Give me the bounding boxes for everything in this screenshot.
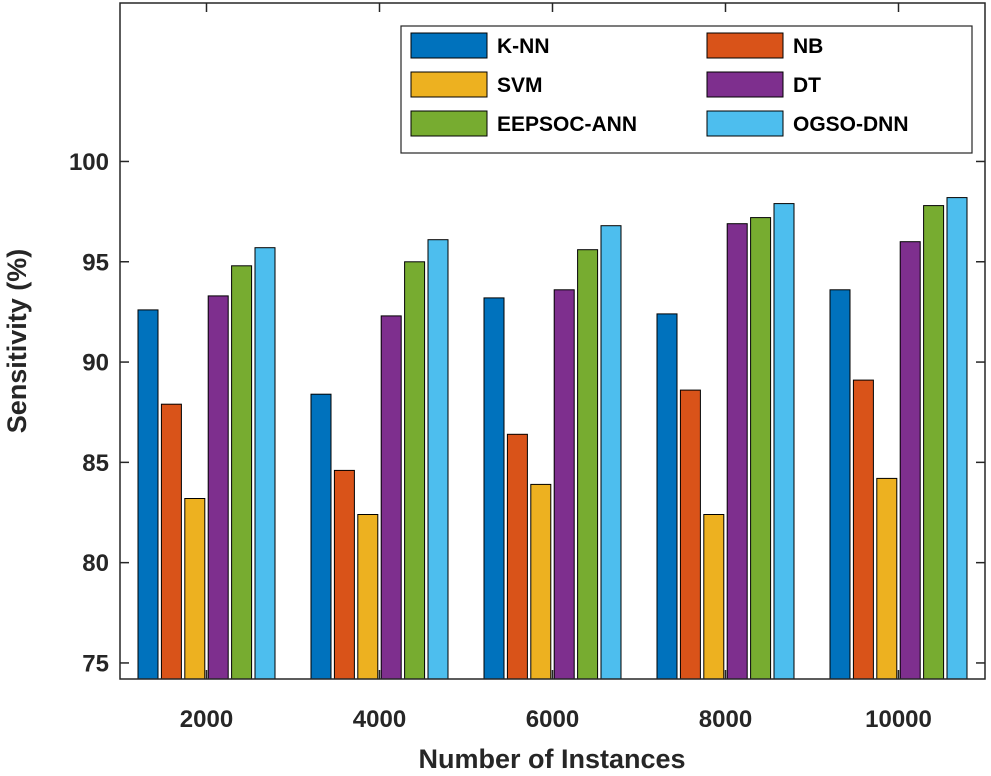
bar-nb-2000: [160, 403, 182, 680]
bar-dt-6000: [553, 289, 575, 680]
legend-entry-nb: NB: [706, 32, 823, 59]
legend-swatch-nb: [706, 32, 784, 59]
legend-entry-ogso-dnn: OGSO-DNN: [706, 110, 909, 137]
y-tick-label-80: 80: [82, 550, 109, 577]
bar-ogso-dnn-2000: [254, 247, 276, 680]
legend-swatch-k-nn: [410, 32, 488, 59]
bar-k-nn-6000: [483, 297, 505, 680]
y-tick-label-90: 90: [82, 350, 109, 377]
legend-label-k-nn: K-NN: [497, 35, 550, 58]
bar-dt-10000: [899, 241, 921, 680]
x-tick-label-2000: 2000: [180, 706, 233, 733]
bar-nb-6000: [506, 433, 528, 680]
bar-svm-4000: [357, 514, 379, 680]
y-axis: 75 80 85 90 95 100: [69, 149, 985, 677]
legend-swatch-dt: [706, 71, 784, 98]
bar-dt-4000: [380, 315, 402, 680]
legend-entry-svm: SVM: [410, 71, 543, 98]
legend-entry-eepsoc-ann: EEPSOC-ANN: [410, 110, 637, 137]
bar-svm-6000: [530, 483, 552, 680]
y-tick-label-85: 85: [82, 450, 109, 477]
y-tick-label-75: 75: [82, 650, 109, 677]
legend-entry-k-nn: K-NN: [410, 32, 550, 59]
legend-label-svm: SVM: [497, 74, 543, 97]
bar-svm-8000: [703, 514, 725, 680]
x-tick-label-6000: 6000: [526, 706, 579, 733]
legend-label-ogso-dnn: OGSO-DNN: [793, 113, 909, 136]
legend-label-nb: NB: [793, 35, 823, 58]
bars-layer: [137, 197, 968, 680]
x-tick-label-8000: 8000: [699, 706, 752, 733]
bar-eepsoc-ann-8000: [750, 217, 772, 680]
x-axis: 2000 4000 6000 8000 10000: [180, 3, 932, 733]
legend-label-dt: DT: [793, 74, 821, 97]
legend-swatch-ogso-dnn: [706, 110, 784, 137]
legend: K-NN NB SVM DT EEPSOC-ANN OGSO-DNN: [400, 25, 973, 154]
legend-swatch-eepsoc-ann: [410, 110, 488, 137]
bar-k-nn-8000: [656, 313, 678, 680]
bar-svm-2000: [184, 498, 206, 680]
y-tick-label-95: 95: [82, 249, 109, 276]
y-tick-label-100: 100: [69, 149, 109, 176]
legend-swatch-svm: [410, 71, 488, 98]
x-axis-title: Number of Instances: [418, 744, 685, 774]
bar-nb-10000: [852, 379, 874, 680]
x-tick-label-4000: 4000: [353, 706, 406, 733]
bar-eepsoc-ann-10000: [923, 205, 945, 680]
bar-k-nn-10000: [829, 289, 851, 680]
bar-k-nn-4000: [310, 393, 332, 680]
x-tick-label-10000: 10000: [865, 706, 932, 733]
bar-nb-8000: [679, 389, 701, 680]
legend-box: [400, 25, 973, 154]
bar-ogso-dnn-8000: [773, 203, 795, 680]
bar-ogso-dnn-6000: [600, 225, 622, 680]
legend-label-eepsoc-ann: EEPSOC-ANN: [497, 113, 637, 136]
bar-svm-10000: [876, 477, 898, 680]
bar-eepsoc-ann-4000: [404, 261, 426, 680]
bar-dt-2000: [207, 295, 229, 680]
bar-dt-8000: [726, 223, 748, 680]
legend-entry-dt: DT: [706, 71, 821, 98]
bar-eepsoc-ann-6000: [577, 249, 599, 680]
y-axis-title: Sensitivity (%): [2, 249, 32, 434]
bar-eepsoc-ann-2000: [231, 265, 253, 680]
bar-ogso-dnn-4000: [427, 239, 449, 680]
bar-k-nn-2000: [137, 309, 159, 680]
bar-nb-4000: [333, 469, 355, 680]
bar-ogso-dnn-10000: [946, 197, 968, 680]
